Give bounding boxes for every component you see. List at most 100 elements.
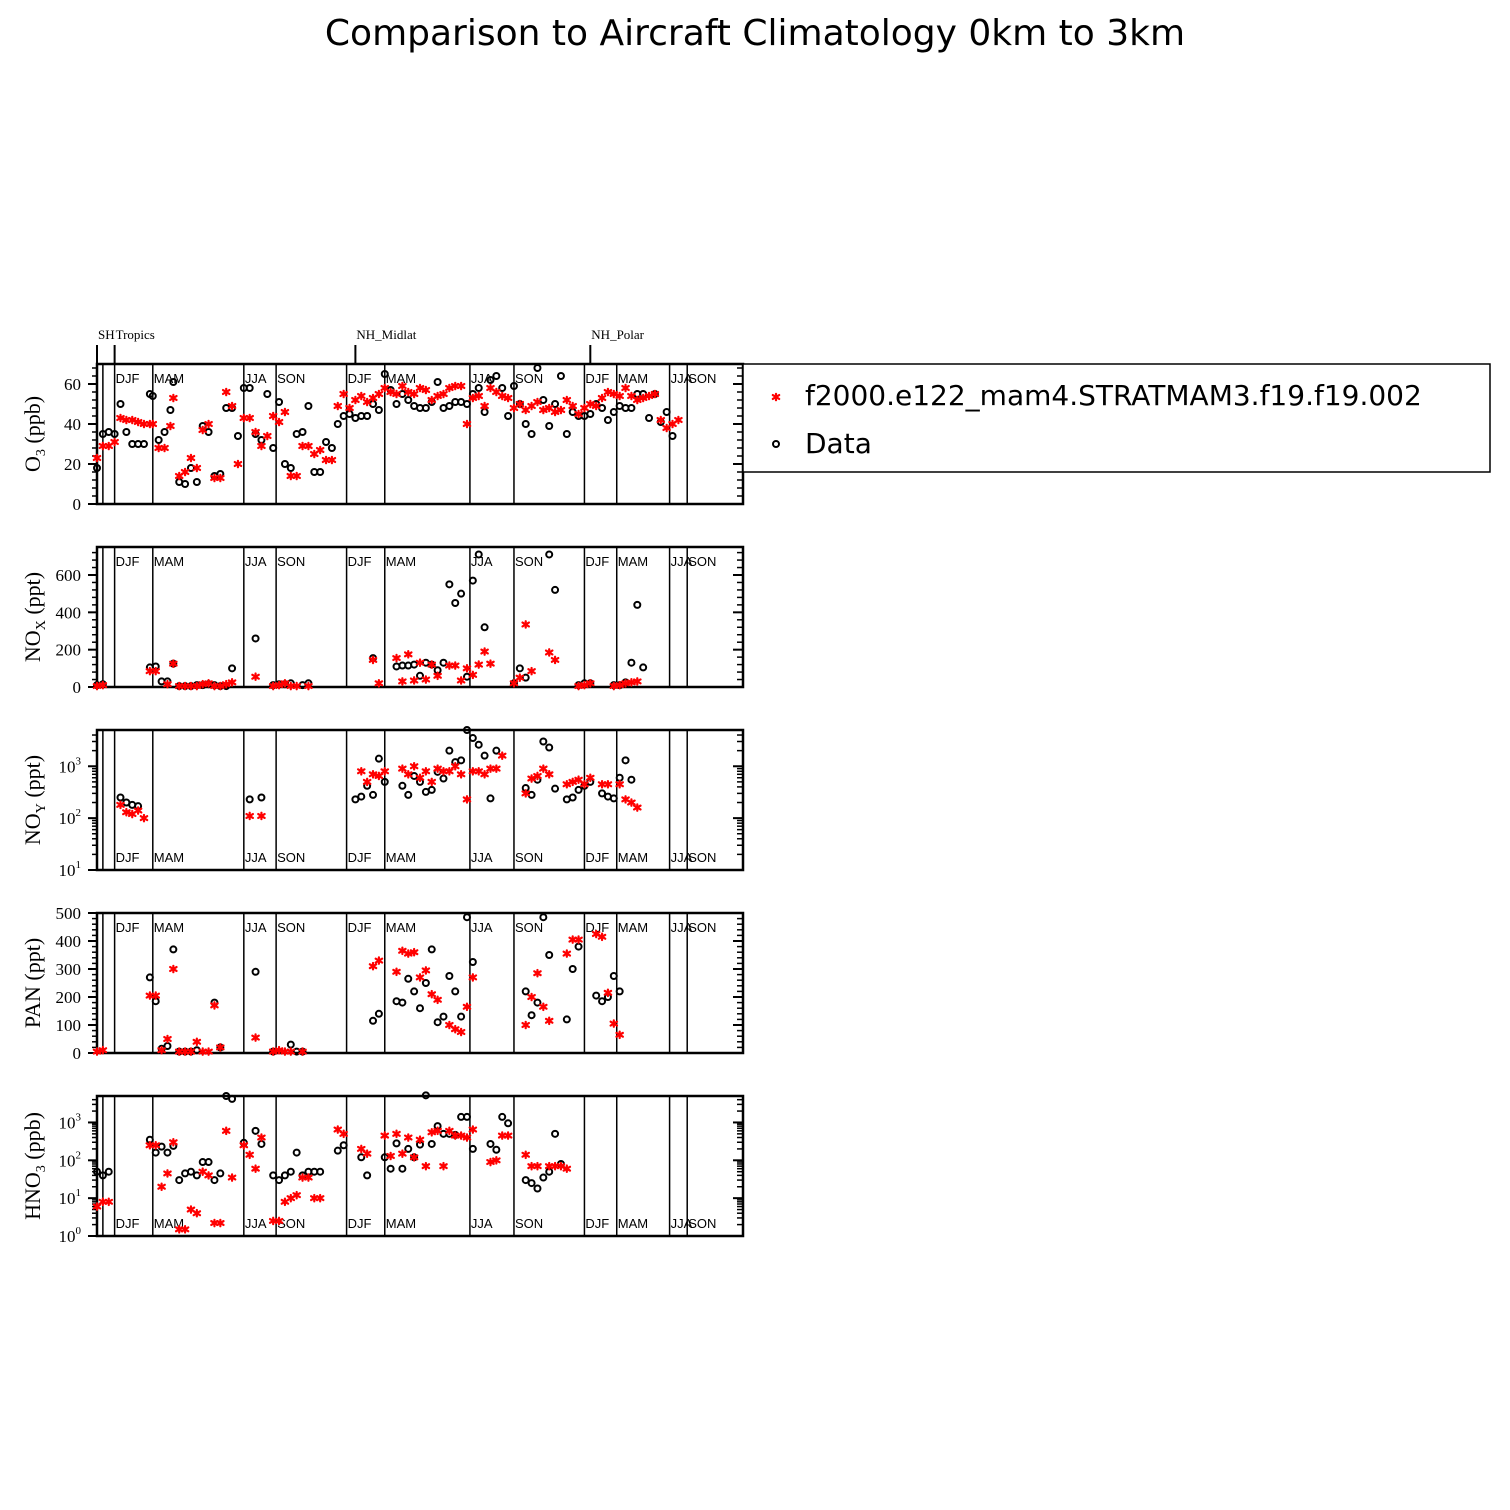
model-point xyxy=(216,473,225,483)
model-point xyxy=(286,1193,296,1203)
data-point xyxy=(104,1167,113,1176)
data-point xyxy=(551,784,560,793)
model-point xyxy=(539,764,548,773)
model-point xyxy=(650,389,660,399)
model-point xyxy=(591,401,601,411)
panel-frame xyxy=(95,545,745,689)
model-point xyxy=(380,766,390,776)
data-point xyxy=(627,404,636,412)
data-point xyxy=(474,740,483,749)
data-point xyxy=(521,987,530,996)
data-point xyxy=(527,1011,536,1020)
model-point xyxy=(468,670,478,680)
y-tick-label: 100 xyxy=(59,1225,82,1246)
model-point xyxy=(227,678,237,687)
data-point xyxy=(451,987,460,996)
y-tick-label: 103 xyxy=(59,755,82,776)
data-point xyxy=(304,402,313,410)
model-point xyxy=(456,676,466,685)
region-label: SH xyxy=(98,327,115,342)
data-point xyxy=(269,1171,278,1180)
data-point xyxy=(280,1171,289,1180)
y-tick-label: 101 xyxy=(59,1187,82,1208)
data-point xyxy=(269,444,278,452)
model-point xyxy=(409,676,419,685)
data-point xyxy=(468,734,477,743)
model-point xyxy=(503,393,513,403)
model-point xyxy=(245,811,254,821)
data-point xyxy=(210,1176,219,1185)
model-point xyxy=(403,1133,413,1142)
data-point xyxy=(280,460,289,468)
season-label: DJF xyxy=(348,1216,372,1231)
model-point xyxy=(274,680,284,690)
data-point xyxy=(427,785,436,794)
model-point xyxy=(298,1047,307,1056)
panel-frame xyxy=(95,911,745,1055)
y-tick-label: 600 xyxy=(56,566,82,585)
season-label: MAM xyxy=(154,920,184,935)
model-point xyxy=(433,995,442,1005)
season-label: MAM xyxy=(386,850,416,865)
model-point xyxy=(160,443,169,453)
data-point xyxy=(609,794,618,803)
model-point xyxy=(392,653,401,663)
model-point xyxy=(527,666,536,676)
model-point xyxy=(356,766,366,776)
data-point xyxy=(574,785,583,794)
season-label: SON xyxy=(688,850,716,865)
model-point xyxy=(415,658,425,668)
model-point xyxy=(439,389,448,399)
model-point xyxy=(462,419,472,429)
data-point xyxy=(122,428,131,436)
data-point xyxy=(662,408,671,416)
data-point xyxy=(298,428,307,436)
model-point xyxy=(445,1020,454,1030)
data-point xyxy=(609,972,618,980)
season-label: MAM xyxy=(618,920,648,935)
data-point xyxy=(163,1148,172,1157)
season-label: MAM xyxy=(386,1216,416,1231)
y-tick-label: 0 xyxy=(73,495,82,514)
data-point xyxy=(486,794,495,803)
model-point xyxy=(474,391,484,401)
data-point xyxy=(186,1167,195,1176)
model-point xyxy=(192,1037,202,1047)
model-point xyxy=(480,401,489,411)
data-point xyxy=(322,438,331,446)
model-point xyxy=(409,1153,419,1162)
model-point xyxy=(280,407,290,417)
data-point xyxy=(93,464,101,472)
data-point xyxy=(439,774,448,783)
data-point xyxy=(363,412,372,420)
data-point xyxy=(392,400,401,408)
model-point xyxy=(456,1131,466,1140)
season-label: JJA xyxy=(671,850,693,865)
model-point xyxy=(627,798,636,807)
model-point xyxy=(450,761,460,771)
season-label: MAM xyxy=(154,371,184,386)
model-point xyxy=(539,1002,548,1012)
panel-3: DJF MAM JJA SON DJF MAM JJA SON DJF MAM JJASON1011… xyxy=(20,726,745,880)
data-point xyxy=(175,1176,184,1185)
model-point xyxy=(374,678,384,688)
model-point xyxy=(169,393,178,403)
data-point xyxy=(169,945,178,954)
legend: f2000.e122_mam4.STRATMAM3.f19.f19.002 Da… xyxy=(742,363,1491,473)
model-point xyxy=(586,773,595,783)
data-point xyxy=(445,746,454,755)
season-label: MAM xyxy=(154,850,184,865)
model-point xyxy=(368,961,378,971)
season-label: DJF xyxy=(585,920,609,935)
season-label: DJF xyxy=(348,920,372,935)
model-point xyxy=(486,659,495,668)
season-label: SON xyxy=(515,920,543,935)
model-point xyxy=(292,1190,301,1200)
data-point xyxy=(521,420,530,428)
model-point xyxy=(621,383,630,393)
region-label: Tropics xyxy=(116,327,155,342)
model-point xyxy=(204,419,213,429)
model-point xyxy=(550,655,560,665)
model-point xyxy=(392,967,401,977)
data-point xyxy=(404,396,413,404)
